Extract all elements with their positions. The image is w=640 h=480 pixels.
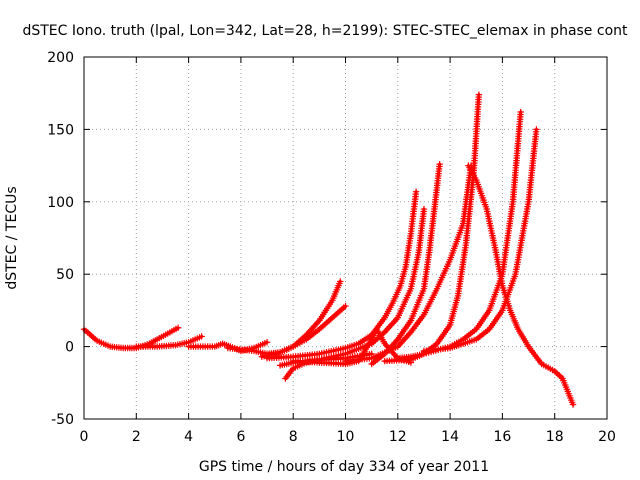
x-tick-label: 6 [236,429,245,445]
x-tick-label: 2 [132,429,141,445]
y-axis-label: dSTEC / TECUs [4,186,20,289]
series-14 [420,126,540,355]
x-tick-label: 4 [184,429,193,445]
x-tick-label: 16 [493,429,511,445]
series-6 [263,188,420,362]
series-10 [342,162,475,365]
x-tick-label: 18 [546,429,564,445]
series-11 [368,160,443,368]
x-tick-label: 8 [289,429,298,445]
grid [84,57,607,419]
series-5 [258,302,349,360]
ticks: 0 2 4 6 8 10 12 14 16 18 20 -50 0 50 100 150 200 [47,50,616,445]
y-tick-label: 150 [47,122,74,138]
x-tick-label: 0 [80,429,89,445]
x-tick-label: 12 [389,429,407,445]
x-tick-label: 14 [441,429,459,445]
y-tick-label: 50 [56,267,74,283]
x-tick-label: 10 [337,429,355,445]
x-axis-label: GPS time / hours of day 334 of year 2011 [199,459,489,475]
data-series [80,91,577,408]
series-15 [465,162,577,408]
y-tick-label: 100 [47,195,74,211]
y-tick-label: 0 [65,340,74,356]
y-tick-label: 200 [47,50,74,66]
x-tick-label: 20 [598,429,616,445]
y-tick-label: -50 [51,412,74,428]
chart-title: dSTEC Iono. truth (lpal, Lon=342, Lat=28… [22,23,628,39]
series-2 [133,333,205,350]
